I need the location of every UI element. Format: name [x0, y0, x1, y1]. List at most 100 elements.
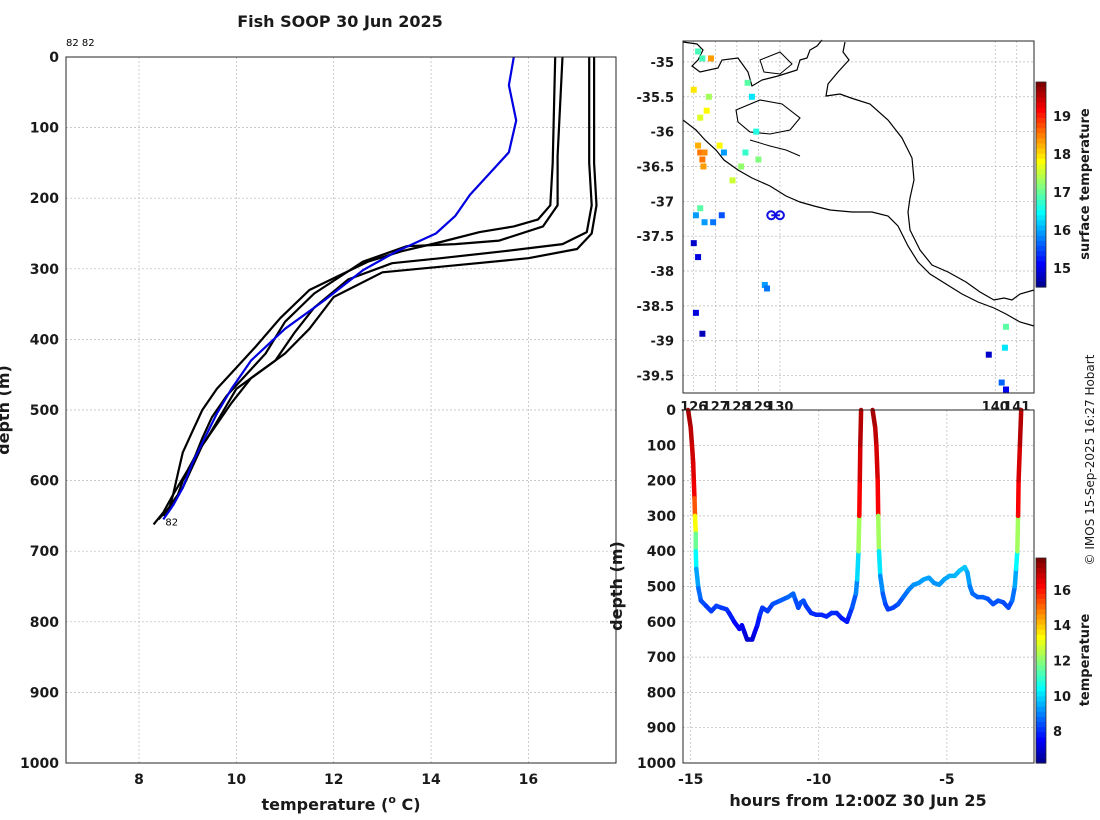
profile-y-tick-label: 200: [30, 191, 59, 207]
section-track-2-segment: [965, 570, 973, 589]
section-y-tick-label: 600: [647, 615, 676, 631]
profile-y-tick-label: 300: [30, 262, 59, 278]
section-colorbar-band: [1036, 701, 1046, 708]
section-colorbar-band: [1036, 696, 1046, 703]
sst-pixel: [718, 212, 725, 219]
section-track-2-segment: [1012, 566, 1019, 589]
map-y-tick-label: -38.5: [637, 300, 674, 315]
ship-track-point: [774, 210, 785, 221]
section-track-2-segment: [1017, 407, 1024, 448]
section-track-2-segment: [870, 407, 878, 430]
section-colorbar-band: [1036, 742, 1046, 749]
section-x-tick-label: -5: [939, 772, 955, 788]
section-track-1-segment: [691, 478, 697, 501]
section-colorbar-label: temperature: [1078, 614, 1093, 707]
section-colorbar-band: [1036, 660, 1046, 667]
section-y-tick-label: 200: [647, 474, 676, 490]
map-colorbar-band: [1036, 276, 1046, 283]
section-y-tick-label: 900: [647, 721, 676, 737]
map-y-tick-label: -35.5: [637, 91, 674, 106]
map-colorbar-frame: [1035, 81, 1047, 288]
sst-pixel: [701, 219, 708, 226]
profile-x-tick-label: 8: [134, 772, 144, 788]
map-colorbar-band: [1036, 210, 1046, 216]
map-colorbar-band: [1036, 117, 1046, 124]
map-colorbar-tick-label: 15: [1053, 262, 1071, 277]
section-colorbar-band: [1036, 583, 1046, 590]
sst-pixel: [761, 281, 768, 288]
sst-pixel: [695, 142, 702, 149]
section-tracks: [685, 407, 1024, 642]
section-colorbar-tick-label: 12: [1053, 655, 1071, 670]
map-colorbar-band: [1036, 189, 1046, 196]
map-y-tick-label: -39.5: [637, 370, 674, 385]
section-colorbar-band: [1036, 655, 1046, 662]
coastline-north: [682, 39, 1035, 301]
section-track-1-segment: [692, 513, 699, 536]
section-colorbar-band: [1036, 650, 1046, 656]
map-colorbar-band: [1036, 92, 1046, 98]
profile-4-line: [167, 56, 557, 513]
sst-pixel: [748, 93, 755, 100]
sst-pixel: [695, 254, 702, 261]
section-colorbar-band: [1036, 599, 1046, 605]
section-track-1-segment: [694, 566, 701, 591]
map-colorbar-band: [1036, 112, 1046, 119]
map-colorbar-band: [1036, 261, 1046, 268]
profile-y-axis-label: depth (m): [0, 365, 13, 455]
coastline-south: [682, 119, 1035, 327]
section-colorbar-band: [1036, 675, 1046, 682]
section-track-1-segment: [692, 496, 698, 519]
sst-pixel: [701, 149, 708, 156]
map-y-tick-label: -38: [651, 265, 675, 280]
profile-plot-background: [66, 57, 616, 763]
section-track-1-segment: [849, 591, 859, 610]
section-track-2-segment: [1016, 443, 1023, 483]
sst-pixel: [998, 379, 1005, 386]
sst-pixel: [753, 128, 760, 135]
section-track-1-segment: [685, 407, 693, 430]
sst-pixel: [699, 330, 706, 337]
section-colorbar-band: [1036, 573, 1046, 580]
map-colorbar-band: [1036, 271, 1046, 278]
profile-x-axis-label-unit: C): [396, 795, 421, 814]
sst-pixel: [690, 86, 697, 93]
map-colorbar-band: [1036, 87, 1046, 93]
section-y-tick-label: 700: [647, 650, 676, 666]
sst-pixel: [697, 114, 704, 121]
section-track-1-segment: [857, 443, 863, 483]
section-track-2-segment: [874, 443, 880, 483]
map-colorbar: [1035, 81, 1047, 288]
section-y-tick-label: 800: [647, 685, 676, 701]
sst-pixel: [1003, 386, 1010, 393]
section-colorbar-band: [1036, 558, 1046, 564]
sst-pixel: [697, 205, 704, 212]
profile-2-line: [157, 57, 593, 521]
map-colorbar-band: [1036, 102, 1046, 109]
sst-pixel: [1003, 323, 1010, 330]
profile-x-tick-label: 14: [421, 772, 441, 788]
coastline-inlet: [749, 139, 801, 157]
sst-pixel: [703, 107, 710, 114]
map-colorbar-band: [1036, 266, 1046, 273]
section-colorbar-tick-label: 14: [1053, 619, 1071, 634]
section-y-tick-label: 1000: [637, 756, 676, 772]
section-colorbar-band: [1036, 624, 1046, 631]
sst-pixel: [1001, 344, 1008, 351]
map-colorbar-band: [1036, 153, 1046, 160]
section-y-ticks: 0 100 200 300 400 500 600 700 800 900 1000: [637, 403, 676, 772]
map-colorbar-band: [1036, 215, 1046, 221]
section-colorbar-band: [1036, 686, 1046, 692]
profile-plot: 8 10 12 14 16 0 100 200 300 400 500 600 700 800 900 10…: [0, 38, 617, 814]
section-colorbar-band: [1036, 609, 1046, 615]
section-y-tick-label: 0: [666, 403, 676, 419]
sst-pixel: [742, 149, 749, 156]
map-colorbar-tick-label: 16: [1053, 224, 1071, 239]
profile-y-tick-label: 1000: [20, 756, 59, 772]
section-colorbar-band: [1036, 722, 1046, 728]
map-colorbar-band: [1036, 194, 1046, 201]
map-colorbar-band: [1036, 143, 1046, 150]
sst-pixel: [729, 177, 736, 184]
sst-pixels: [690, 48, 1010, 393]
